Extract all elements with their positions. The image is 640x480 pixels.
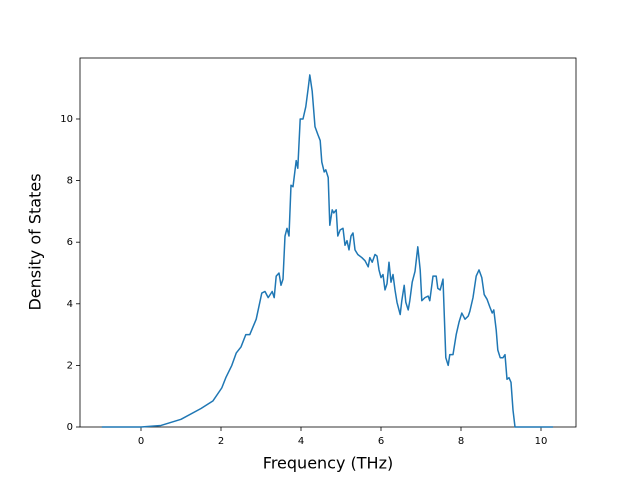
x-tick-label: 8	[458, 436, 464, 447]
x-tick-label: 0	[138, 436, 144, 447]
x-tick-label: 4	[298, 436, 304, 447]
y-tick-label: 2	[67, 360, 73, 371]
x-tick-label: 2	[218, 436, 224, 447]
y-tick-label: 8	[67, 176, 73, 187]
y-tick-label: 0	[67, 422, 73, 433]
y-axis-label: Density of States	[26, 173, 45, 310]
y-tick-label: 6	[67, 237, 73, 248]
x-tick-label: 6	[378, 436, 384, 447]
y-tick-label: 4	[67, 299, 73, 310]
x-tick-label: 10	[535, 436, 548, 447]
y-tick-label: 10	[60, 114, 73, 125]
axes-frame	[79, 57, 577, 428]
data-line	[101, 74, 553, 428]
x-axis-label: Frequency (THz)	[263, 454, 393, 473]
